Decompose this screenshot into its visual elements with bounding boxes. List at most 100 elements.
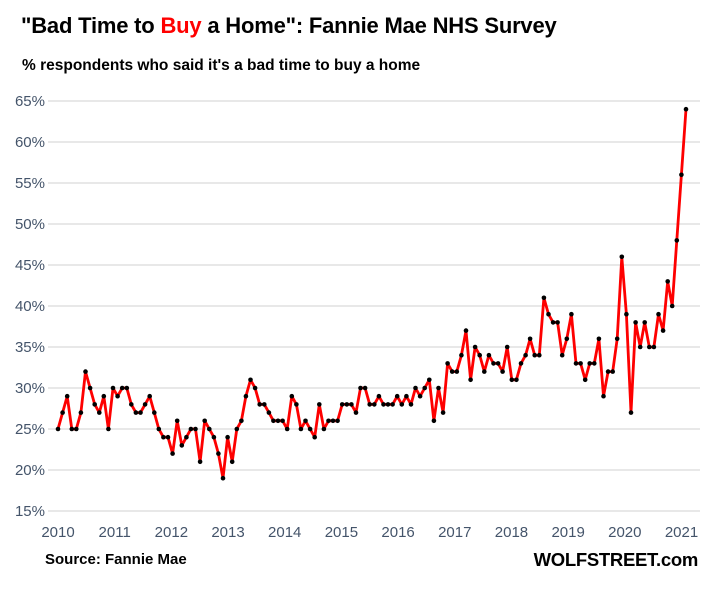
data-point — [87, 385, 93, 391]
data-point — [669, 303, 675, 309]
watermark: WOLFSTREET.com — [533, 549, 699, 570]
x-axis-tick-label: 2019 — [551, 524, 584, 541]
data-point — [317, 402, 322, 407]
data-point — [92, 402, 97, 407]
y-axis-tick-label: 50% — [15, 216, 45, 233]
data-point — [55, 426, 61, 432]
data-point — [679, 172, 684, 178]
data-point — [381, 402, 386, 407]
data-point — [142, 402, 148, 407]
x-axis-tick-label: 2012 — [155, 524, 188, 541]
data-point — [376, 393, 382, 399]
x-axis-tick-label: 2016 — [381, 524, 414, 541]
y-axis-tick-label: 60% — [15, 134, 45, 151]
data-point — [202, 418, 207, 424]
data-point — [647, 344, 652, 350]
data-point — [179, 443, 185, 448]
x-axis-tick-label: 2013 — [211, 524, 244, 541]
data-point — [349, 402, 354, 407]
data-point — [559, 352, 565, 358]
data-point — [573, 361, 579, 366]
data-point — [394, 393, 400, 399]
data-point — [298, 426, 304, 432]
data-point — [555, 320, 560, 325]
data-point — [110, 385, 116, 391]
data-point — [569, 311, 574, 317]
data-point — [184, 434, 189, 440]
x-axis-tick-label: 2020 — [608, 524, 641, 541]
data-point — [587, 361, 592, 366]
data-point — [74, 426, 79, 432]
data-point — [188, 426, 194, 432]
data-point — [637, 344, 643, 350]
title-suffix: a Home": Fannie Mae NHS Survey — [201, 13, 557, 38]
y-axis-tick-label: 25% — [15, 421, 45, 438]
data-point — [294, 402, 299, 407]
data-point — [129, 402, 134, 407]
data-point — [500, 369, 505, 374]
data-point — [326, 418, 331, 424]
data-point — [353, 410, 359, 415]
data-point — [399, 402, 405, 407]
y-axis-tick-label: 20% — [15, 462, 45, 479]
data-point — [165, 434, 171, 440]
source-note: Source: Fannie Mae — [45, 551, 187, 568]
data-point — [174, 418, 180, 424]
data-point — [422, 385, 428, 391]
data-point — [344, 402, 350, 407]
data-point — [527, 336, 533, 342]
data-point — [60, 410, 65, 415]
data-point — [252, 385, 258, 391]
x-axis-tick-label: 2014 — [268, 524, 301, 541]
data-point — [220, 475, 226, 481]
data-point — [486, 352, 492, 358]
data-point — [477, 352, 483, 358]
data-point — [504, 344, 510, 350]
data-point — [106, 426, 111, 432]
data-point — [280, 418, 285, 424]
data-point — [271, 418, 276, 424]
data-point — [482, 369, 487, 374]
data-point — [445, 361, 450, 366]
chart-subtitle: % respondents who said it's a bad time t… — [22, 57, 421, 74]
data-point — [449, 369, 455, 374]
data-point — [546, 311, 551, 317]
data-point — [532, 352, 537, 358]
data-point — [390, 402, 395, 407]
data-point — [234, 426, 240, 432]
data-point — [550, 320, 556, 325]
data-point — [633, 320, 638, 325]
data-point — [404, 393, 409, 399]
y-axis-tick-label: 40% — [15, 298, 45, 315]
data-point — [582, 377, 588, 383]
data-point — [665, 279, 670, 284]
data-point — [257, 402, 263, 407]
data-point — [239, 418, 244, 424]
data-point — [289, 393, 295, 399]
data-point — [436, 385, 441, 391]
data-point — [495, 361, 501, 366]
data-point — [152, 410, 157, 415]
data-point — [614, 336, 620, 342]
y-axis-tick-label: 55% — [15, 175, 45, 192]
data-point — [229, 459, 235, 465]
data-point — [674, 238, 680, 243]
data-point — [119, 385, 125, 391]
data-point — [537, 352, 542, 358]
trend-line — [56, 107, 688, 480]
data-point — [307, 426, 313, 432]
data-point — [518, 361, 524, 366]
y-axis-tick-label: 35% — [15, 339, 45, 356]
data-point — [541, 295, 547, 301]
data-point — [216, 451, 221, 456]
data-point — [211, 434, 217, 440]
data-point — [509, 377, 515, 383]
x-axis-tick-label: 2018 — [495, 524, 528, 541]
data-point — [197, 459, 203, 465]
data-point — [193, 426, 198, 432]
data-point — [64, 393, 70, 399]
data-point — [427, 377, 432, 383]
x-axis-tick-label: 2010 — [41, 524, 74, 541]
data-point — [605, 369, 611, 374]
